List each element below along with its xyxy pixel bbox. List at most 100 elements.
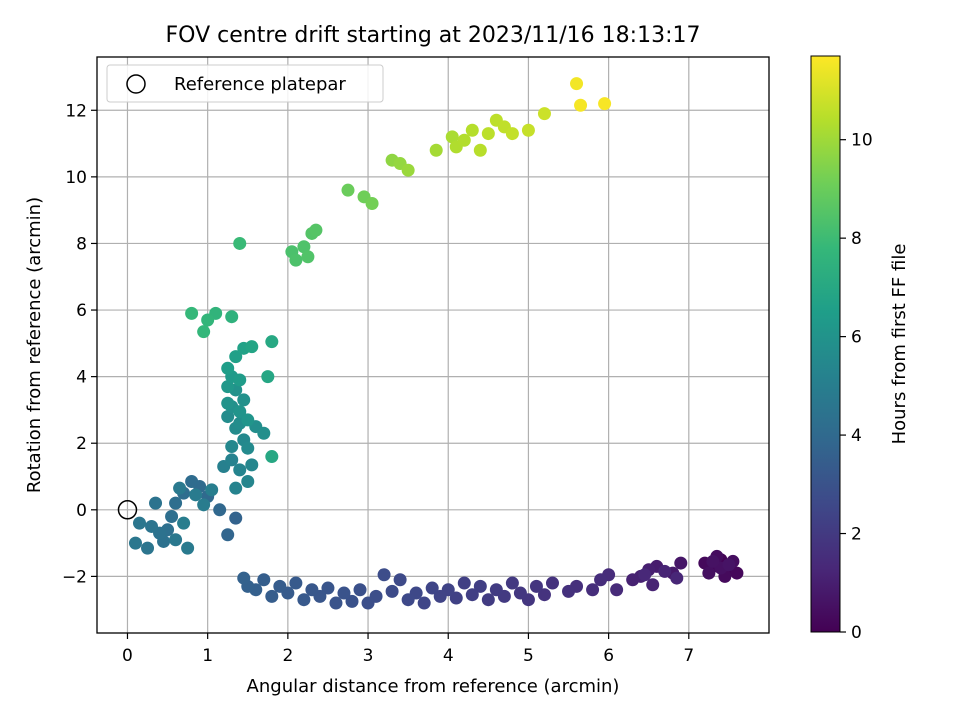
data-point [562,584,576,598]
data-point [141,541,155,555]
data-point [521,123,535,137]
x-tick-label: 5 [523,646,534,666]
data-point [321,581,335,595]
data-point [213,503,227,517]
colorbar: 0 2 4 6 8 10 Hours from first FF file [810,55,910,643]
data-point [457,133,471,147]
colorbar-tick-label: 2 [851,525,862,545]
colorbar-gradient [810,55,841,633]
data-point [393,573,407,587]
x-axis-label: Angular distance from reference (arcmin) [247,676,620,697]
colorbar-tick-label: 0 [851,623,862,643]
data-point [365,196,379,210]
data-point [473,143,487,157]
data-point [537,588,551,602]
data-point [233,405,247,419]
data-point [345,594,359,608]
data-point [425,581,439,595]
data-point [433,589,447,603]
data-point [309,223,323,237]
data-point [289,253,303,267]
data-point [505,127,519,141]
data-point [610,583,624,597]
legend-box [106,64,384,103]
data-point [225,440,239,454]
y-tick-label: −2 [62,567,87,587]
data-point [401,163,415,177]
data-point [257,573,271,587]
data-point [197,498,211,512]
data-point [473,579,487,593]
data-point [401,593,415,607]
data-point [237,393,251,407]
data-point [702,566,716,580]
data-point [229,350,243,364]
data-point [537,107,551,121]
data-point [221,396,235,410]
data-point [197,325,211,339]
y-tick-label: 12 [65,101,87,121]
data-point [233,373,247,387]
plot-frame [96,56,770,634]
y-tick-label: 4 [76,368,87,388]
data-point [265,589,279,603]
data-point [417,596,431,610]
data-point [570,77,584,91]
reference-marker [117,500,138,520]
data-point [233,236,247,250]
x-tick-label: 0 [122,646,133,666]
data-point [221,528,235,542]
data-point [545,576,559,590]
colorbar-tick-label: 4 [851,426,862,446]
data-point [341,183,355,197]
y-axis-ticks: −2 0 2 4 6 8 10 12 [62,101,97,587]
data-point [449,591,463,605]
data-point [646,578,660,592]
data-point [241,441,255,455]
y-axis-label: Rotation from reference (arcmin) [24,197,45,493]
data-point [301,250,315,264]
data-point [722,558,736,572]
data-points [128,77,744,610]
data-point [505,576,519,590]
data-point [201,313,215,327]
data-point [353,583,367,597]
data-point [586,583,600,597]
y-tick-label: 6 [76,301,87,321]
data-point [337,586,351,600]
data-point [185,475,199,489]
data-point [233,463,247,477]
data-point [377,568,391,582]
x-tick-label: 4 [443,646,454,666]
x-tick-label: 7 [683,646,694,666]
data-point [221,410,235,424]
data-point [329,596,343,610]
data-point [289,576,303,590]
data-point [489,583,503,597]
data-point [221,361,235,375]
data-point [181,541,195,555]
data-point [706,554,720,568]
data-point [445,130,459,144]
data-point [165,509,179,523]
data-point [145,519,159,533]
data-point [241,475,255,489]
data-point [225,453,239,467]
data-point [297,240,311,254]
data-point [225,310,239,324]
data-point [261,370,275,384]
data-point [674,556,688,570]
data-point [481,593,495,607]
y-tick-label: 8 [76,234,87,254]
data-point [574,98,588,112]
data-point [237,571,251,585]
legend-marker [126,74,146,94]
data-point [241,413,255,427]
data-point [229,511,243,525]
y-tick-label: 10 [65,168,87,188]
data-point [429,143,443,157]
colorbar-label: Hours from first FF file [889,244,910,445]
legend: Reference platepar [106,64,384,103]
x-axis-ticks: 0 1 2 3 4 5 6 7 [122,633,694,666]
data-point [361,596,375,610]
